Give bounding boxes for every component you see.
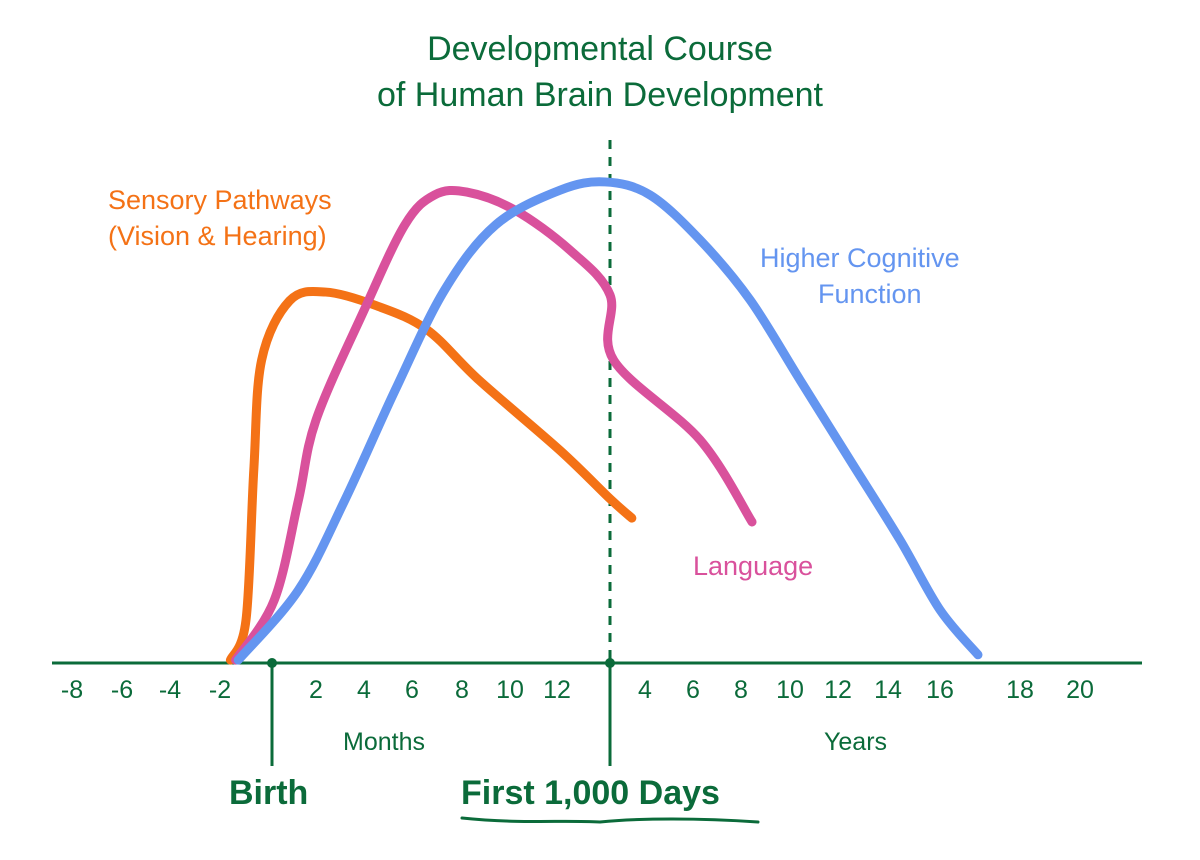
- series-line-sensory: [225, 286, 637, 665]
- first-1000-days-label: First 1,000 Days: [461, 774, 720, 812]
- sensory-label-line-2: (Vision & Hearing): [108, 221, 327, 251]
- x-tick-label-months: 2: [309, 676, 323, 704]
- title-line-2: of Human Brain Development: [376, 76, 823, 114]
- sensory-label: Sensory Pathways (Vision & Hearing): [108, 182, 332, 254]
- x-tick-label-months: -2: [208, 676, 232, 704]
- months-label: Months: [343, 728, 425, 756]
- x-tick-label-years: 18: [1006, 676, 1034, 704]
- cognitive-label-line-1: Higher Cognitive: [760, 243, 960, 273]
- language-label: Language: [693, 548, 813, 584]
- x-tick-label-months: -4: [158, 676, 182, 704]
- x-tick-label-years: 4: [638, 676, 652, 704]
- chart-title: Developmental Course of Human Brain Deve…: [0, 26, 1200, 118]
- x-tick-label-months: -6: [110, 676, 134, 704]
- x-tick-label-years: 6: [686, 676, 700, 704]
- birth-dot: [267, 658, 277, 668]
- language-label-line: Language: [693, 551, 814, 581]
- first-1000-days-dot: [605, 658, 615, 668]
- birth-label: Birth: [229, 774, 309, 812]
- x-tick-label-years: 20: [1066, 676, 1094, 704]
- first-1000-days-underline: [460, 816, 760, 824]
- x-tick-label-months: 10: [496, 676, 524, 704]
- series-line-language: [231, 185, 757, 665]
- x-tick-label-years: 12: [824, 676, 852, 704]
- x-tick-label-years: 14: [874, 676, 902, 704]
- higher-cognitive-label: Higher Cognitive Function: [760, 240, 960, 312]
- series-line-higher-cognitive: [233, 177, 983, 665]
- x-tick-label-months: 8: [455, 676, 469, 704]
- x-tick-label-years: 10: [776, 676, 804, 704]
- x-tick-label-years: 8: [734, 676, 748, 704]
- sensory-label-line-1: Sensory Pathways: [108, 185, 332, 215]
- x-tick-label-months: 12: [543, 676, 571, 704]
- x-tick-label-years: 16: [926, 676, 954, 704]
- title-line-1: Developmental Course: [427, 30, 773, 68]
- x-tick-label-months: 4: [357, 676, 371, 704]
- cognitive-label-line-2: Function: [818, 279, 922, 309]
- years-label: Years: [824, 728, 888, 756]
- x-tick-label-months: 6: [405, 676, 419, 704]
- x-tick-label-months: -8: [60, 676, 84, 704]
